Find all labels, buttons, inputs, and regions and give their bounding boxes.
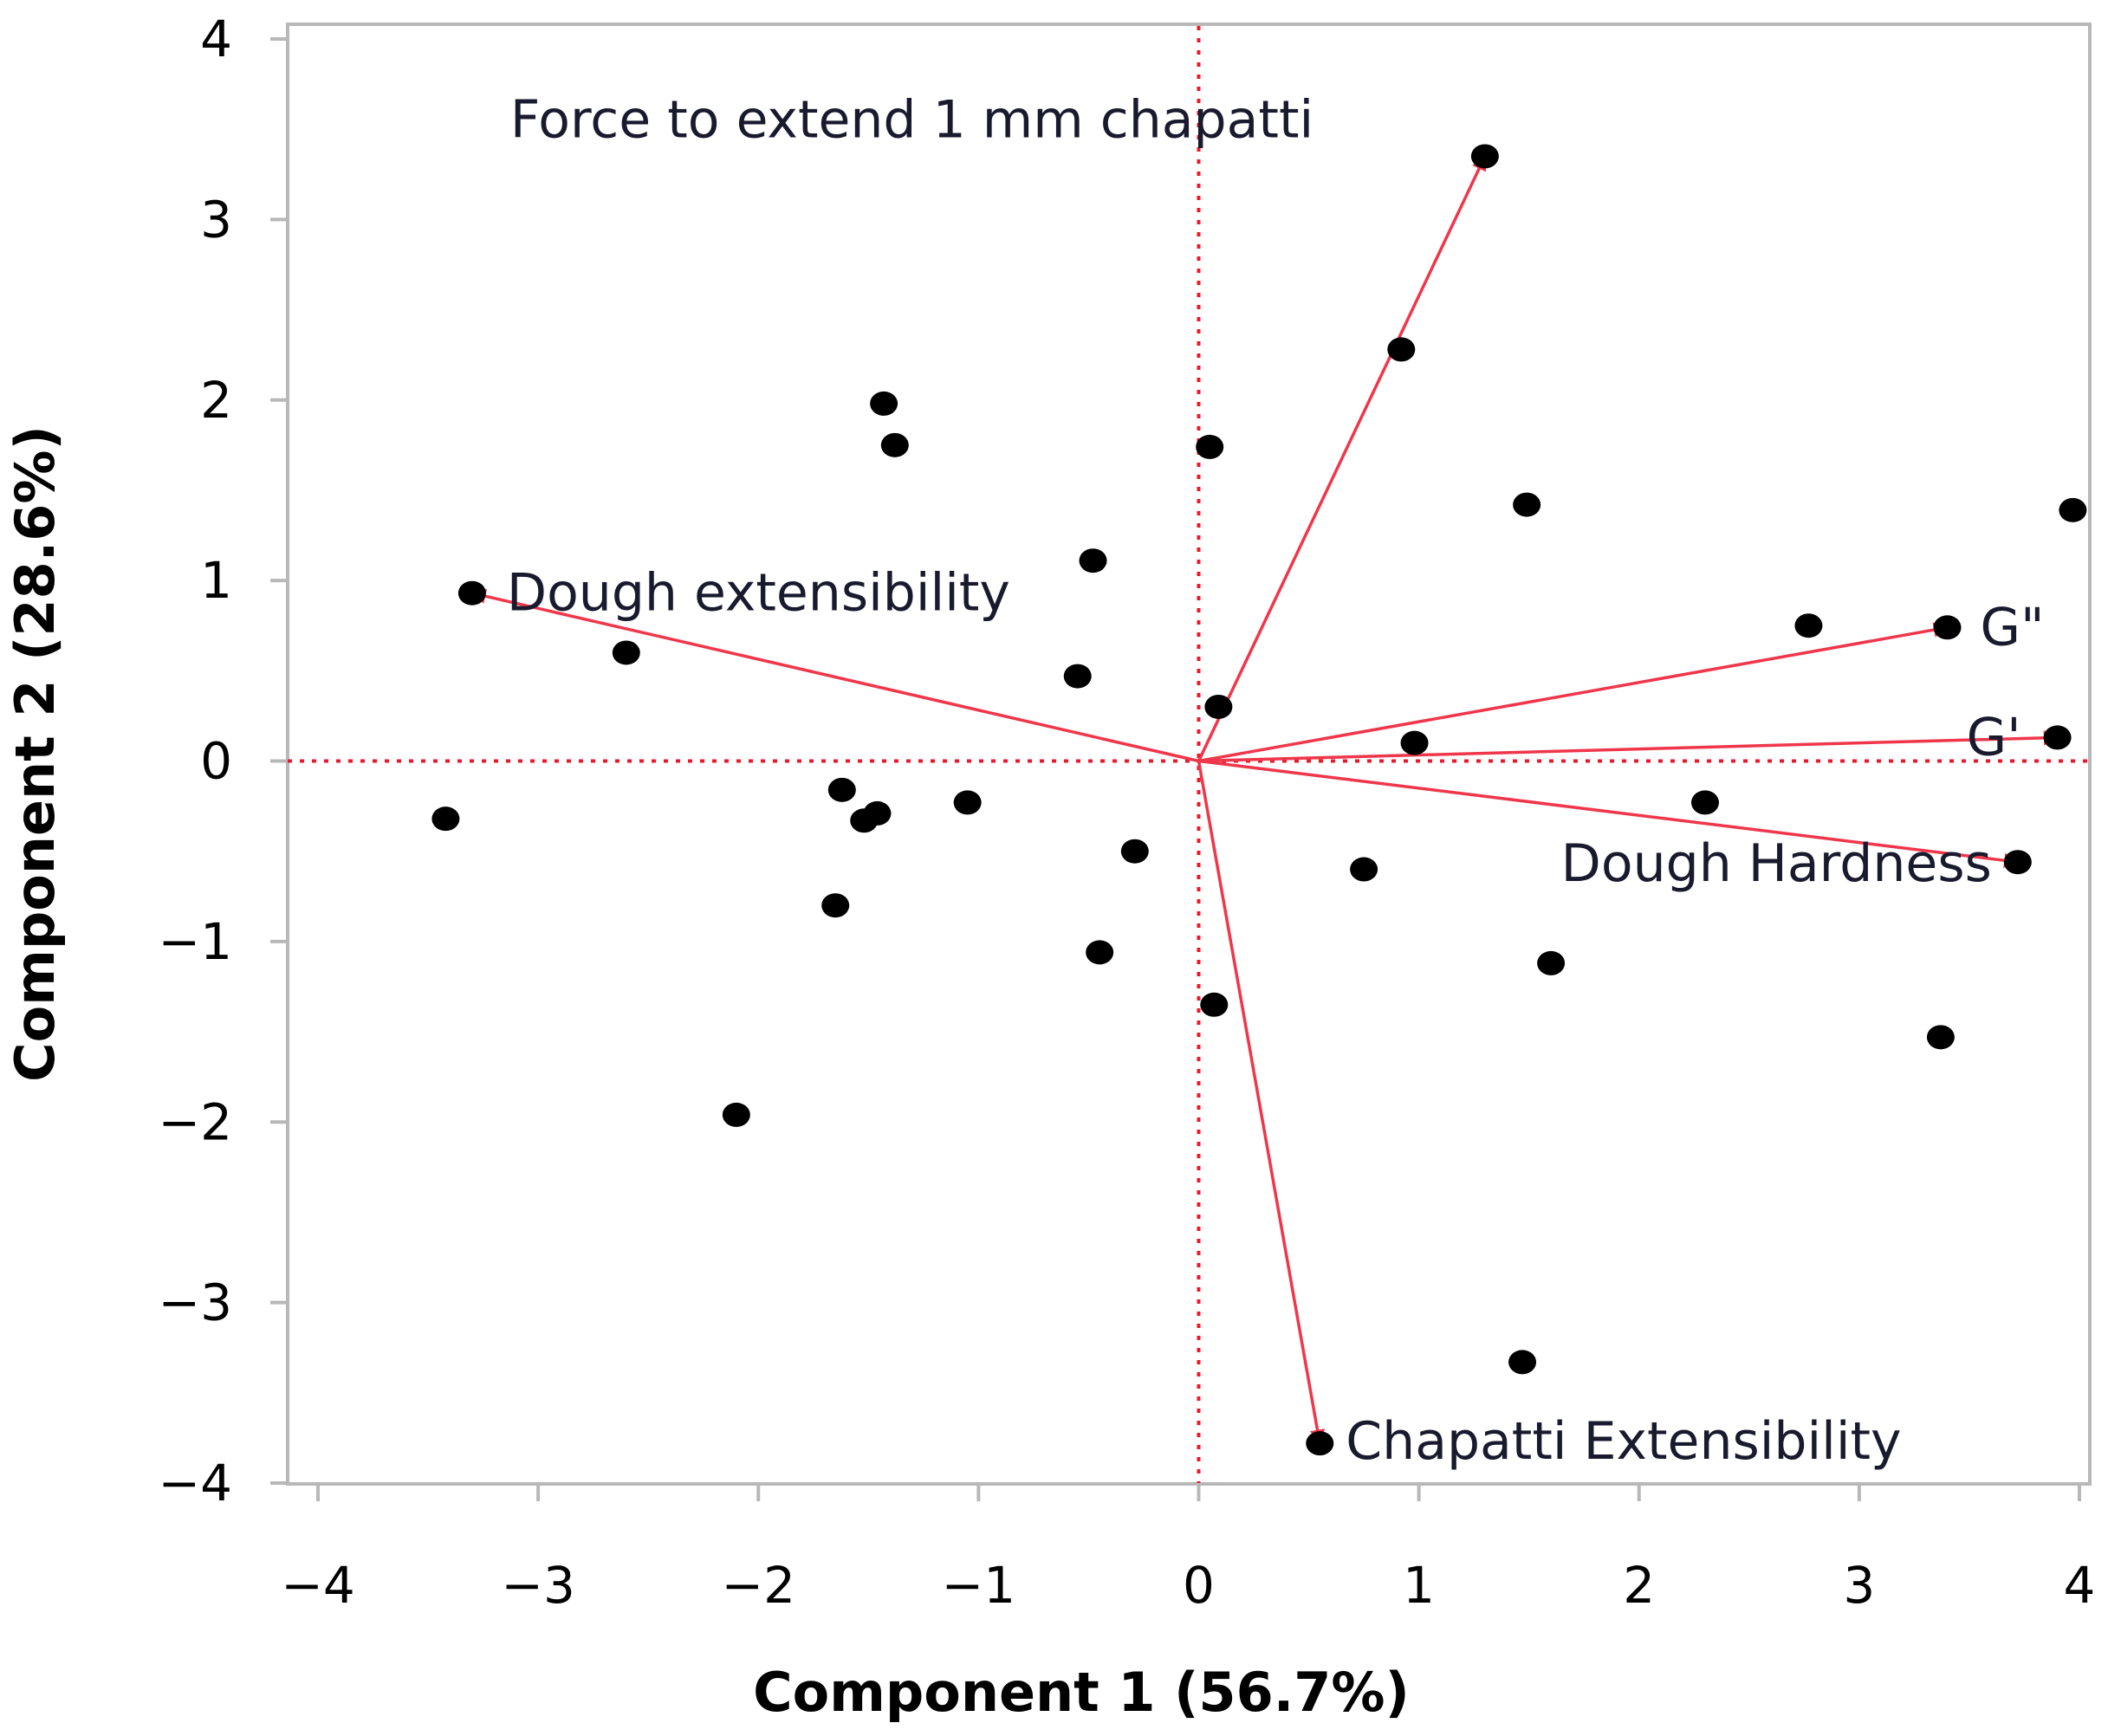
y-tick-label: 2 [200,371,232,430]
x-tick-label: 0 [1183,1556,1215,1615]
loading-vector-label: G" [1981,597,2045,657]
score-point [880,432,909,457]
loading-vectors: Force to extend 1 mm chapatti Dough exten… [470,89,2059,1472]
score-point [1508,1350,1537,1375]
score-point [2003,850,2032,875]
loading-vector-arrow [1197,761,1326,1445]
score-point [1204,694,1233,719]
loading-vector-label: G' [1967,707,2021,768]
y-tick-label: 0 [200,732,232,791]
y-tick-label: −3 [159,1273,233,1332]
y-tick-label: 4 [200,10,232,68]
score-point [431,806,460,832]
x-tick-label: 3 [1843,1556,1875,1615]
y-tick-label: 1 [200,551,232,610]
y-tick-label: 3 [200,190,232,249]
score-point [1387,337,1416,362]
loading-vector-label: Force to extend 1 mm chapatti [510,89,1313,150]
x-tick-label: 4 [2064,1556,2096,1615]
score-point [1350,857,1378,882]
score-point [1470,144,1499,169]
score-point [1196,434,1224,459]
x-tick-label: −1 [942,1556,1016,1615]
score-point [1926,1025,1955,1050]
x-tick-label: −4 [281,1556,355,1615]
x-tick-label: 2 [1623,1556,1655,1615]
score-point [953,790,982,815]
score-point [1086,940,1114,965]
score-point [1794,613,1823,638]
x-tick-label: 1 [1403,1556,1435,1615]
score-point [1933,615,1962,640]
score-point [1537,950,1566,975]
reference-lines [288,26,2088,1483]
score-point [2059,497,2087,522]
score-point [1306,1431,1334,1456]
loading-vector-label: Dough extensibility [507,563,1010,624]
axis-ticks [270,37,2081,1501]
y-tick-label: −4 [159,1454,233,1513]
y-tick-labels: −4 −3 −2 −1 0 1 2 3 4 [159,10,233,1513]
score-point [1063,664,1092,689]
score-point [1400,730,1429,755]
score-points [431,144,2087,1456]
score-point [457,580,486,606]
score-point [612,640,640,665]
plot-frame [286,23,2092,1486]
loading-vector-arrow [470,588,1199,763]
score-point [722,1102,750,1127]
y-axis-title: Component 2 (28.6%) [3,425,67,1082]
score-point [1513,492,1541,517]
score-point [827,777,856,802]
loading-vector-label: Dough Hardness [1561,833,1992,894]
x-tick-label: −2 [722,1556,796,1615]
loading-vector-arrow [1198,730,2059,763]
x-tick-labels: −4 −3 −2 −1 0 1 2 3 4 [281,1556,2095,1615]
y-tick-label: −1 [159,912,233,971]
loading-vector-arrow [1197,154,1487,762]
x-axis-title: Component 1 (56.7%) [753,1661,1410,1724]
y-tick-label: −2 [159,1092,233,1151]
score-point [1079,548,1107,573]
score-point [1200,992,1229,1017]
score-point [863,800,892,826]
x-tick-label: −3 [501,1556,575,1615]
score-point [870,391,898,416]
score-point [1690,790,1719,815]
loading-vector-arrow [1198,759,2020,868]
score-point [2043,725,2072,750]
score-point [1120,839,1149,864]
score-point [821,893,850,918]
loading-vector-arrow [1198,622,1949,763]
loading-vector-label: Chapatti Extensibility [1346,1411,1901,1472]
